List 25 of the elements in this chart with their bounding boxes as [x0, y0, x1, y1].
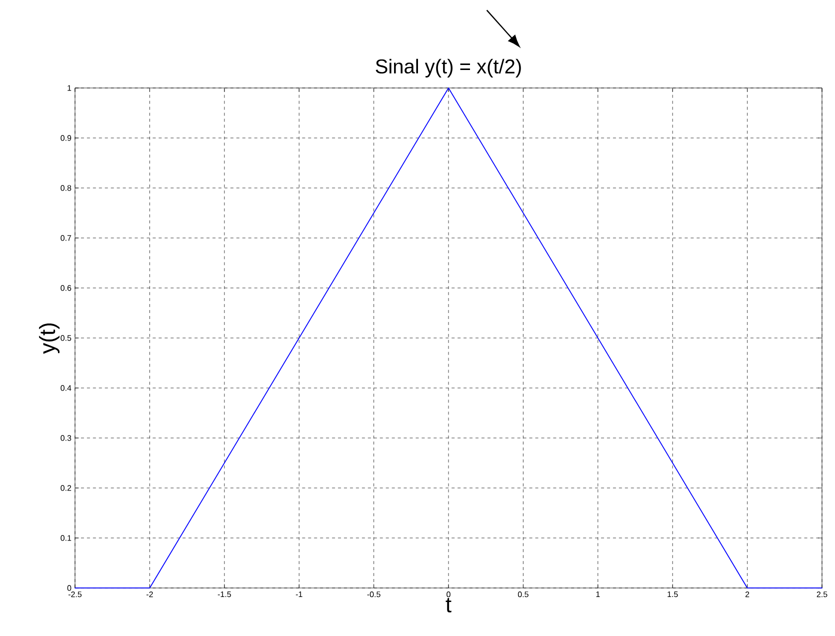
x-tick-label: 1.5: [668, 592, 678, 598]
y-axis-title: y(t): [39, 323, 60, 354]
x-tick-label: 0.5: [518, 591, 528, 598]
x-tick-label: -2.5: [68, 591, 82, 598]
y-tick-label: 0.2: [60, 485, 72, 491]
x-tick-label: -1.5: [218, 592, 231, 598]
x-tick-label: -2: [146, 591, 153, 598]
chart-title: Sinal y(t) = x(t/2): [376, 58, 521, 78]
x-tick-label: 1: [596, 592, 600, 598]
y-tick-label: 0.4: [60, 385, 72, 391]
y-tick-label: 0: [67, 585, 72, 591]
y-tick-label: 0.9: [60, 135, 72, 141]
x-tick-label: 2.5: [816, 591, 828, 598]
x-tick-label: 2: [745, 591, 750, 598]
y-tick-label: 0.6: [60, 285, 72, 291]
y-tick-label: 0.8: [60, 185, 72, 191]
y-tick-label: 0.5: [60, 335, 72, 341]
y-tick-label: 0.1: [60, 535, 72, 541]
x-tick-label: -1: [296, 592, 302, 598]
y-tick-label: 1: [68, 85, 72, 91]
y-tick-label: 0.3: [60, 435, 72, 441]
x-tick-label: -0.5: [367, 591, 380, 598]
x-tick-label: 0: [446, 591, 450, 598]
x-axis-title: t: [446, 598, 452, 612]
y-tick-label: 0.7: [60, 235, 72, 241]
